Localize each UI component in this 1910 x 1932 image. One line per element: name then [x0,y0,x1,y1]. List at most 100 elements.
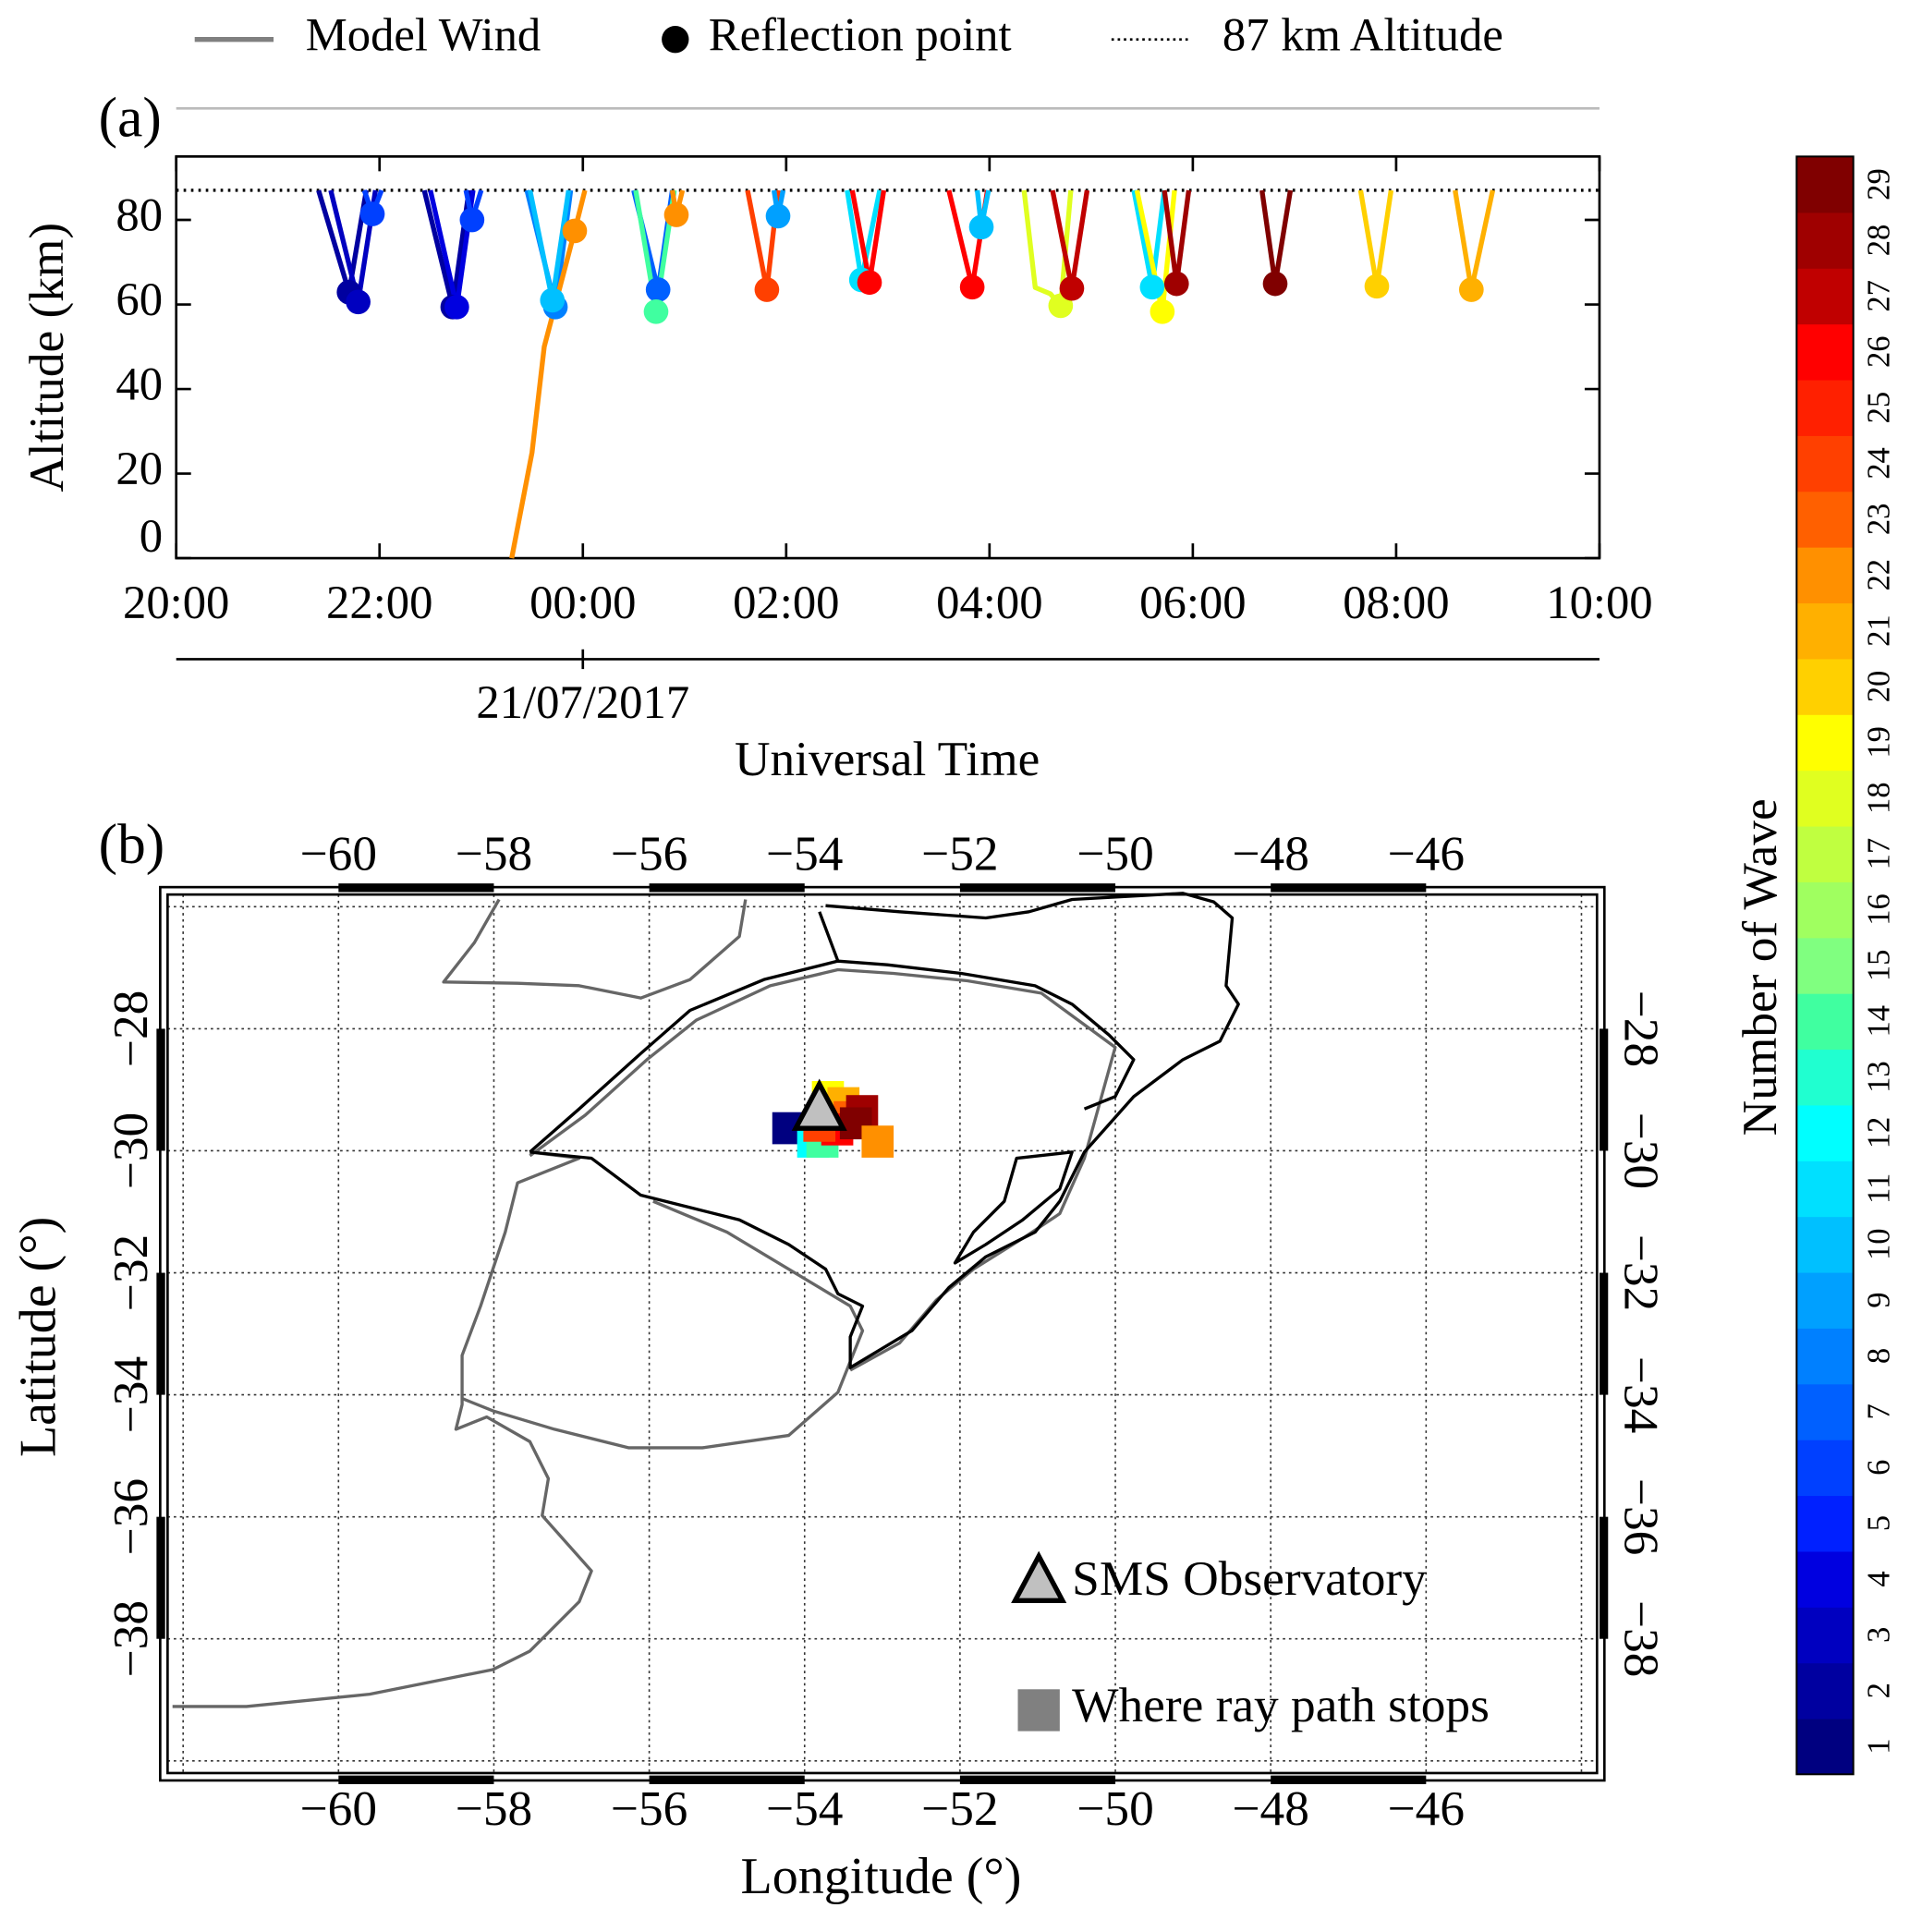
x-tick-label: −46 [1388,826,1465,881]
x-tick-label: 22:00 [326,577,432,628]
map-points: Where ray path stops SMS Observatory [772,1078,1490,1732]
legend-label: Where ray path stops [1072,1677,1490,1732]
x-axis-label: Universal Time [735,731,1040,786]
colorbar-tick-label: 9 [1861,1292,1896,1307]
x-tick-label: −48 [1232,1780,1308,1836]
colorbar-segment [1796,937,1854,994]
legend-label: Model Wind [306,8,541,60]
x-tick-label: −54 [766,826,843,881]
reflection-point [1163,271,1189,297]
colorbar-segment [1796,379,1854,436]
colorbar-segment [1796,993,1854,1051]
map-grid: (b) −60 −60 −58 −58 −56 −56 −54 −54 −52 −52 −50 −50 −… [10,813,1670,1905]
reflection-point [1139,274,1165,300]
y-tick-label: 60 [116,273,163,325]
y-tick-label: 0 [140,510,163,562]
ray-path [1259,189,1294,286]
reflection-point [1458,277,1484,302]
colorbar-tick-label: 24 [1861,447,1896,480]
y-tick-label: 20 [116,443,163,494]
reflection-point [1262,271,1288,297]
x-tick-label: 02:00 [733,577,839,628]
x-tick-label: −52 [921,1780,998,1836]
colorbar-tick-label: 7 [1861,1403,1896,1419]
colorbar-tick-label: 28 [1861,225,1896,257]
colorbar-tick-label: 29 [1861,168,1896,200]
reflection-point [754,277,780,302]
colorbar-tick-label: 21 [1861,614,1896,647]
colorbar-tick-label: 19 [1861,726,1896,759]
x-tick-label: −60 [300,826,377,881]
y-tick-label: −32 [103,1234,158,1311]
colorbar-tick-label: 4 [1861,1571,1896,1586]
ray-stop [861,1125,894,1158]
colorbar-tick-label: 11 [1861,1173,1896,1204]
y-tick-label: 80 [116,189,163,241]
colorbar-tick-label: 25 [1861,392,1896,424]
x-tick-label: 10:00 [1546,577,1652,628]
model-coast [172,1150,593,1708]
colorbar-segment [1796,770,1854,827]
model-coast [529,967,1117,1372]
legend-marker [1017,1689,1060,1732]
x-tick-label: −50 [1077,826,1153,881]
colorbar-segment [1796,1440,1854,1497]
reflection-point [765,203,791,229]
frame-bar [1599,1272,1609,1395]
colorbar-segment [1796,1383,1854,1440]
colorbar-tick-label: 26 [1861,335,1896,368]
colorbar-tick-label: 14 [1861,1005,1896,1038]
frame-bar [1599,1028,1609,1151]
frame-bar [156,1028,165,1151]
reflection-point [643,298,669,324]
colorbar-segment [1796,1607,1854,1664]
colorbar-tick-label: 20 [1861,671,1896,703]
ray-path [509,189,588,559]
colorbar-tick-label: 23 [1861,503,1896,535]
reflection-point [1150,298,1175,324]
colorbar-segment [1796,714,1854,772]
colorbar-segment [1796,1662,1854,1719]
x-tick-label: 06:00 [1139,577,1246,628]
colorbar-segment [1796,1718,1854,1775]
y-tick-label: 40 [116,358,163,410]
legend-label: Reflection point [709,8,1012,60]
colorbar-tick-label: 27 [1861,280,1896,312]
colorbar-segment [1796,1104,1854,1161]
reflection-point [663,202,689,227]
colorbar-segment [1796,1550,1854,1608]
y-tick-label: −32 [1614,1234,1670,1311]
colorbar-segment [1796,1049,1854,1106]
legend-dot [662,26,689,54]
model-coast [442,898,748,1000]
colorbar-tick-label: 6 [1861,1460,1896,1476]
frame-bar [649,883,805,893]
colorbar-segment [1796,156,1854,213]
frame-bar [959,1775,1116,1784]
observatory [791,1078,847,1131]
ray-path [1357,189,1394,289]
x-tick-label: −56 [611,1780,687,1836]
y-tick-label: −38 [1614,1600,1670,1677]
colorbar-segment [1796,658,1854,715]
y-tick-label: −36 [1614,1478,1670,1555]
colorbar-segment [1796,1160,1854,1218]
y-axis-label: Latitude (°) [10,1217,67,1457]
legend-label: SMS Observatory [1072,1550,1427,1606]
model-coast [461,1199,865,1450]
reflection-point [1364,273,1390,299]
colorbar-segment [1796,881,1854,939]
x-tick-label: −54 [766,1780,843,1836]
x-tick-label: −58 [456,1780,532,1836]
colorbar-frame [1795,155,1855,1776]
colorbar-segment [1796,1216,1854,1273]
colorbar-segment [1796,602,1854,660]
reflection-point [968,214,994,240]
state-border [529,959,1136,1154]
x-tick-label: −60 [300,1780,377,1836]
reflection-point [444,294,469,320]
colorbar-tick-label: 1 [1861,1738,1896,1754]
colorbar-tick-label: 3 [1861,1627,1896,1643]
x-tick-label: 04:00 [936,577,1042,628]
reflection-point [857,270,882,296]
